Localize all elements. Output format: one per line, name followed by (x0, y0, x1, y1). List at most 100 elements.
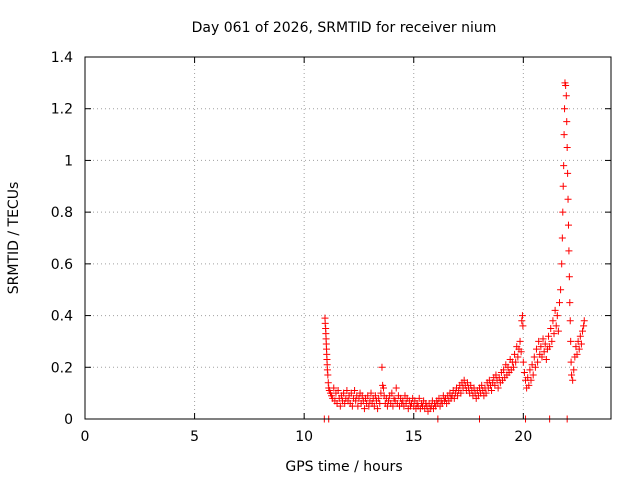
tick-labels: 0 5 10 15 20 0 0.2 0.4 0.6 0.8 1 1.2 1.4 (51, 50, 533, 445)
data-point (562, 81, 570, 89)
y-tick-label: 1.2 (51, 102, 73, 118)
data-point (546, 343, 554, 351)
data-point (567, 358, 575, 366)
data-point (580, 322, 588, 330)
data-point (380, 384, 388, 392)
data-point (549, 317, 557, 325)
data-point (336, 402, 344, 410)
data-point (534, 358, 542, 366)
data-point (570, 366, 578, 374)
y-tick-label: 1.4 (51, 50, 73, 66)
data-point (519, 358, 527, 366)
data-point (551, 306, 559, 314)
data-point (555, 299, 563, 307)
data-point (494, 384, 502, 392)
data-point (552, 322, 560, 330)
data-point (351, 387, 359, 395)
data-point (389, 402, 397, 410)
data-point (525, 381, 533, 389)
data-points (320, 79, 588, 423)
data-point (553, 312, 561, 320)
data-point (360, 405, 368, 413)
data-point (530, 353, 538, 361)
data-point (392, 384, 400, 392)
data-point (565, 273, 573, 281)
y-tick-label: 0.6 (51, 257, 73, 273)
data-point (538, 353, 546, 361)
data-point (378, 363, 386, 371)
y-tick-label: 0.2 (51, 360, 73, 376)
data-point (557, 286, 565, 294)
y-tick-label: 1 (64, 153, 73, 169)
data-point (558, 260, 566, 268)
data-point (519, 322, 527, 330)
data-point (559, 182, 567, 190)
data-point (367, 389, 375, 397)
data-point (560, 131, 568, 139)
data-point (388, 389, 396, 397)
data-point (560, 162, 568, 170)
data-point (564, 195, 572, 203)
data-point (558, 234, 566, 242)
y-axis-label: SRMTID / TECUs (6, 182, 22, 295)
data-point (561, 105, 569, 113)
data-point (457, 389, 465, 397)
data-point (517, 348, 525, 356)
data-point (512, 358, 520, 366)
y-tick-label: 0.8 (51, 205, 73, 221)
data-point (577, 340, 585, 348)
data-point (374, 405, 382, 413)
data-point (575, 345, 583, 353)
data-point (532, 345, 540, 353)
x-tick-label: 15 (405, 429, 423, 445)
data-point (516, 337, 524, 345)
data-point (564, 169, 572, 177)
data-point (563, 144, 571, 151)
data-point (568, 371, 576, 379)
data-point (415, 394, 423, 402)
data-point (542, 356, 550, 364)
data-point (482, 389, 490, 397)
x-tick-label: 5 (190, 429, 199, 445)
y-tick-label: 0.4 (51, 309, 73, 325)
data-point (520, 368, 528, 376)
data-point (565, 247, 573, 255)
data-point (562, 92, 570, 100)
data-point (529, 371, 537, 379)
data-point (541, 340, 549, 348)
data-point (527, 376, 535, 384)
grid-lines (85, 57, 611, 419)
data-point (539, 335, 547, 343)
data-point (550, 330, 558, 338)
data-point (526, 366, 534, 374)
chart-title: Day 061 of 2026, SRMTID for receiver niu… (192, 20, 497, 36)
data-point (573, 350, 581, 358)
data-point (330, 384, 338, 392)
data-point (518, 312, 526, 320)
data-point (567, 337, 575, 345)
data-point (554, 327, 562, 335)
data-point (535, 337, 543, 345)
data-point (548, 337, 556, 345)
data-point (518, 317, 526, 325)
data-point (579, 327, 587, 335)
data-point (564, 221, 572, 229)
x-tick-label: 0 (81, 429, 90, 445)
data-point (569, 376, 577, 384)
data-point (547, 325, 555, 332)
x-axis-label: GPS time / hours (285, 459, 402, 475)
data-point (334, 387, 342, 395)
data-point (324, 371, 332, 379)
data-point (576, 332, 584, 340)
data-point (531, 363, 539, 371)
x-tick-label: 20 (514, 429, 532, 445)
data-point (500, 366, 508, 374)
x-tick-label: 10 (295, 429, 313, 445)
data-point (566, 299, 574, 307)
data-point (537, 343, 545, 351)
data-point (580, 317, 588, 325)
data-point (343, 387, 351, 395)
data-point (545, 332, 553, 340)
data-point (375, 394, 383, 402)
